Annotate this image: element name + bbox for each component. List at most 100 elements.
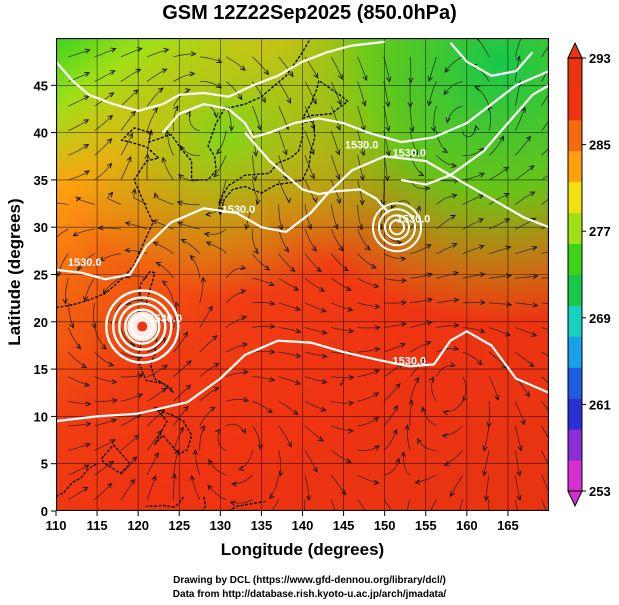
wind-arrow <box>317 436 324 442</box>
eye-core <box>137 321 148 332</box>
contour-ring <box>388 219 405 236</box>
streamline <box>541 277 549 279</box>
wind-arrow <box>136 47 143 53</box>
wind-arrow <box>420 406 426 413</box>
wind-arrow <box>528 361 535 368</box>
x-axis-ticks: 110 115 120 125 130 135 140 145 150 155 160 165 <box>46 511 519 533</box>
streamline <box>409 341 431 353</box>
streamline <box>77 253 95 271</box>
streamline <box>245 204 253 230</box>
wind-arrow <box>177 221 184 227</box>
streamline <box>462 245 484 255</box>
streamline <box>238 450 253 470</box>
wind-arrow <box>205 241 212 247</box>
contour-label: 1530.0 <box>392 147 426 159</box>
colorbar-tick-label: 277 <box>589 224 611 239</box>
coastline-segment <box>56 463 98 498</box>
wind-arrow <box>399 342 406 348</box>
streamline <box>383 253 406 260</box>
colorbar-segment <box>568 119 582 152</box>
streamline <box>541 376 549 385</box>
streamline <box>208 459 227 476</box>
wind-arrow <box>178 426 184 433</box>
streamline <box>177 201 200 206</box>
wind-arrow <box>77 264 83 271</box>
streamline <box>304 302 327 312</box>
streamline <box>541 251 549 255</box>
streamline <box>120 374 143 378</box>
colorbar-segment <box>568 150 582 183</box>
wind-arrow <box>179 144 185 151</box>
streamline <box>485 475 490 501</box>
wind-arrow <box>101 344 107 350</box>
streamline <box>173 474 176 500</box>
wind-arrow <box>430 126 436 133</box>
wind-arrow <box>129 478 136 485</box>
y-tick-label: 35 <box>34 173 48 188</box>
streamline <box>278 425 292 447</box>
wind-arrow <box>335 124 341 131</box>
wind-arrow <box>84 48 91 54</box>
streamline <box>204 228 227 235</box>
wind-arrow <box>401 300 408 306</box>
wind-arrow <box>453 297 460 303</box>
wind-arrow <box>185 360 192 366</box>
coastline-segment <box>301 79 349 120</box>
streamline <box>357 445 380 452</box>
streamline <box>252 105 261 130</box>
streamline <box>225 316 247 328</box>
wind-arrow <box>385 150 391 157</box>
contour-ring <box>112 296 173 357</box>
wind-arrow <box>373 479 380 485</box>
wind-arrow <box>239 65 246 71</box>
wind-arrow <box>474 86 481 91</box>
wind-arrow <box>414 376 420 383</box>
streamline <box>436 364 455 377</box>
wind-arrow <box>124 221 131 227</box>
streamline <box>278 400 298 415</box>
streamline <box>304 253 322 272</box>
wind-arrow <box>72 231 79 237</box>
wind-arrow <box>374 304 381 310</box>
streamline <box>67 302 74 328</box>
wind-arrow <box>240 288 247 295</box>
wind-arrow <box>444 67 450 73</box>
contour-ring <box>371 202 422 253</box>
contour-label: 1530.0 <box>68 257 102 269</box>
streamline <box>541 327 549 331</box>
streamline <box>94 163 112 181</box>
streamline <box>383 429 397 451</box>
wind-arrow <box>106 138 113 144</box>
streamline <box>488 105 492 131</box>
streamline <box>252 325 275 328</box>
streamline <box>357 369 380 378</box>
coastline-segment <box>137 335 175 394</box>
wind-arrow <box>180 238 187 244</box>
streamline <box>173 53 196 58</box>
wind-arrow <box>260 97 266 104</box>
streamline <box>225 371 248 378</box>
streamline <box>191 475 201 500</box>
wind-arrow <box>478 244 485 250</box>
wind-arrow <box>229 500 236 506</box>
streamline <box>488 302 512 306</box>
wind-arrow <box>319 286 326 292</box>
wind-arrow <box>482 470 488 477</box>
x-tick-label: 165 <box>497 518 519 533</box>
wind-arrow <box>182 331 188 338</box>
streamline <box>199 277 204 303</box>
streamline <box>68 464 89 476</box>
wind-arrow <box>267 408 273 414</box>
x-tick-label: 160 <box>456 518 478 533</box>
wind-arrow <box>268 281 275 287</box>
wind-arrow <box>256 124 262 131</box>
contour-ring <box>124 308 161 345</box>
wind-arrow <box>520 419 526 426</box>
streamline <box>125 299 148 306</box>
streamline <box>488 246 511 255</box>
wind-arrow <box>151 475 157 482</box>
streamline <box>304 475 310 501</box>
streamline <box>409 56 412 83</box>
wind-arrow <box>207 484 213 491</box>
x-axis-label: Longitude (degrees) <box>220 540 385 559</box>
